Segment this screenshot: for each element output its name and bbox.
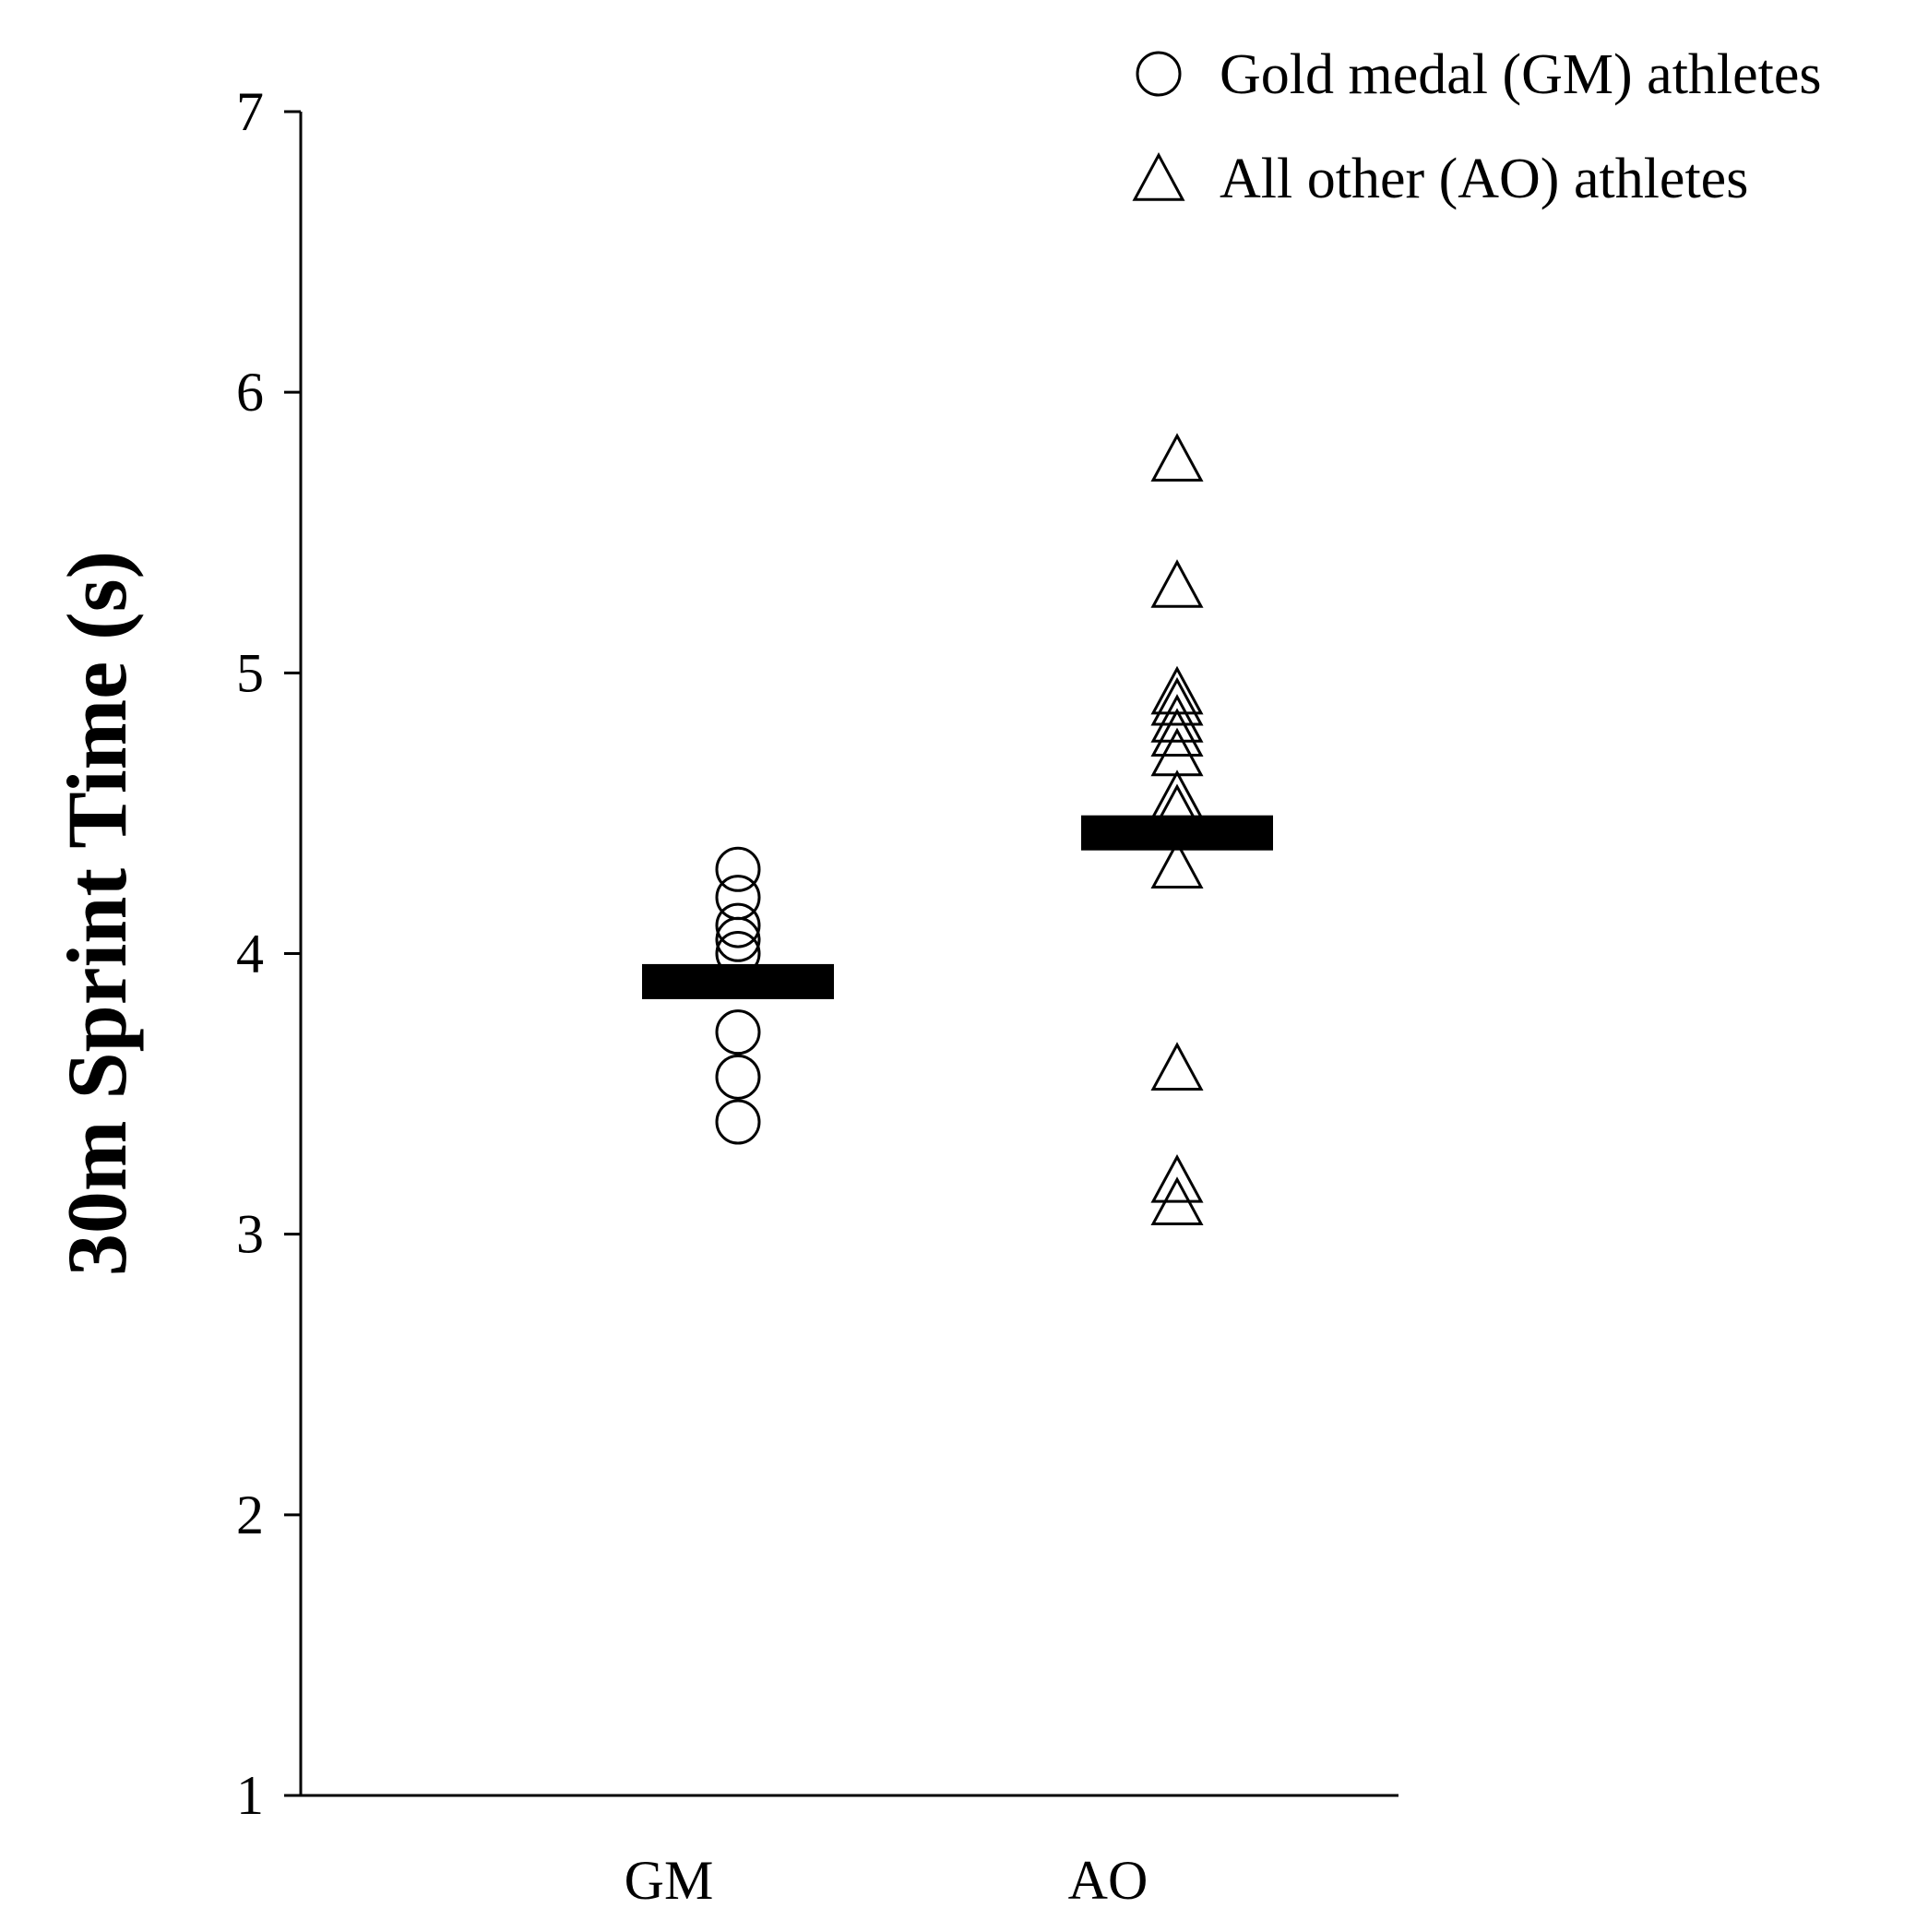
ao-data-point xyxy=(1150,840,1204,888)
ao-data-point xyxy=(1150,708,1204,757)
legend-label: Gold medal (GM) athletes xyxy=(1220,43,1822,106)
ao-data-point xyxy=(1150,1176,1204,1225)
legend-circle-icon xyxy=(1136,51,1182,97)
gm-data-point xyxy=(715,1054,761,1100)
y-tick-label: 5 xyxy=(236,642,264,703)
y-tick-label: 3 xyxy=(236,1204,264,1265)
legend: Gold medal (GM) athletes All other (AO) a… xyxy=(1132,43,1822,210)
x-categories: GM AO xyxy=(625,1850,1148,1911)
legend-label: All other (AO) athletes xyxy=(1220,148,1748,210)
gm-data-point xyxy=(715,931,761,976)
ao-data-point xyxy=(1150,783,1204,833)
ao-data-point xyxy=(1150,676,1204,726)
ao-data-point xyxy=(1150,559,1204,608)
x-category-label: GM xyxy=(625,1850,714,1911)
ao-data-point xyxy=(1150,665,1204,715)
gm-data-point xyxy=(715,1099,761,1145)
y-ticks: 1 2 3 4 5 6 7 xyxy=(236,81,301,1826)
gm-data-point xyxy=(715,916,761,962)
legend-triangle-icon xyxy=(1132,152,1185,201)
y-tick-label: 1 xyxy=(236,1765,264,1826)
y-axis-title: 30m Sprint Time (s) xyxy=(50,551,144,1276)
axes xyxy=(299,112,1398,1797)
ao-data-point xyxy=(1150,1153,1204,1203)
y-tick-label: 2 xyxy=(236,1485,264,1545)
gm-data-point xyxy=(715,902,761,948)
y-tick-label: 6 xyxy=(236,362,264,423)
ao-data-point xyxy=(1150,433,1204,482)
ao-data-point xyxy=(1150,694,1204,743)
gm-mean-bar xyxy=(642,963,834,999)
gm-data-point xyxy=(715,846,761,892)
data-points xyxy=(715,433,1204,1225)
ao-data-point xyxy=(1150,727,1204,777)
x-category-label: AO xyxy=(1068,1850,1148,1911)
gm-data-point xyxy=(715,1009,761,1055)
ao-data-point xyxy=(1150,1042,1204,1091)
ao-data-point xyxy=(1150,769,1204,818)
y-tick-label: 7 xyxy=(236,81,264,142)
y-tick-label: 4 xyxy=(236,924,264,984)
